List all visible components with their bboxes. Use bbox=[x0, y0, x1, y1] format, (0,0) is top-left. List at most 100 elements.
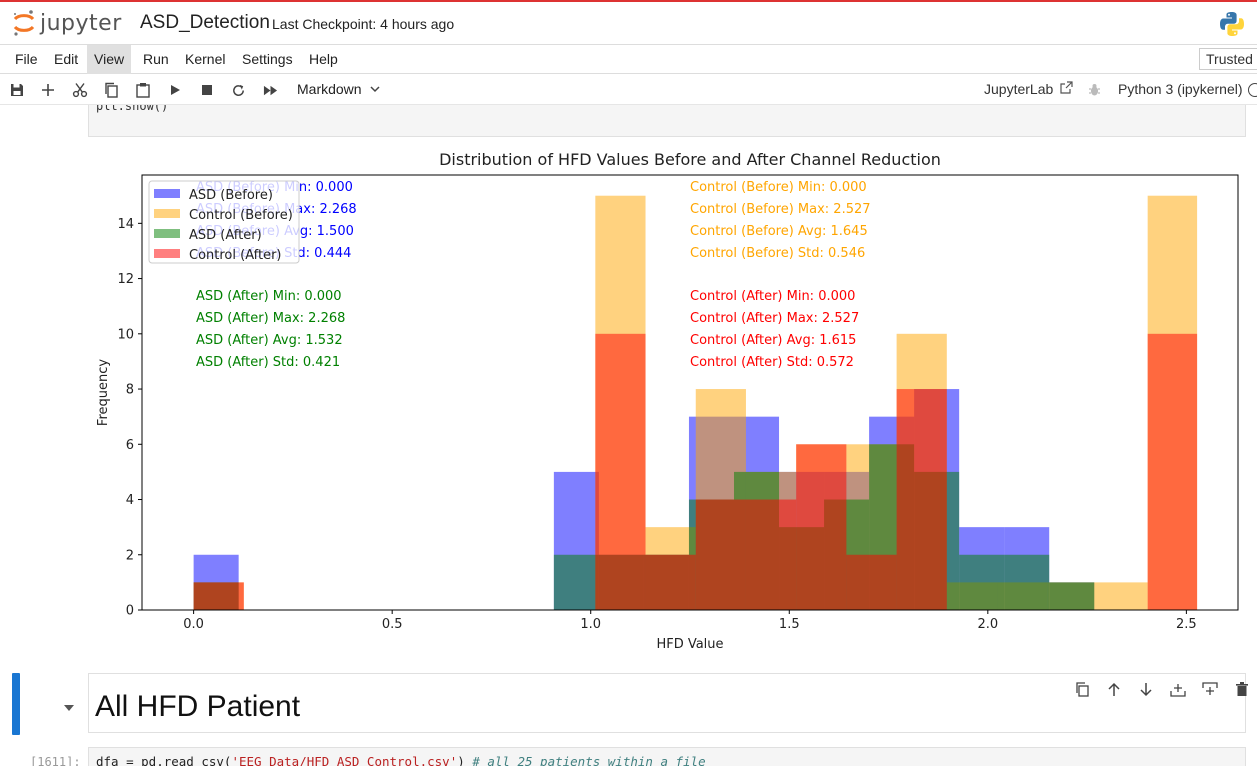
interrupt-kernel-button[interactable] bbox=[197, 80, 217, 100]
copy-cell-button[interactable] bbox=[101, 80, 121, 100]
x-tick-label: 2.0 bbox=[977, 617, 998, 632]
stat-annotation: ASD (After) Max: 2.268 bbox=[196, 311, 345, 326]
x-tick-label: 1.5 bbox=[779, 617, 800, 632]
legend-label: ASD (Before) bbox=[189, 188, 273, 203]
execution-count-prompt: [1611]: bbox=[30, 755, 81, 766]
histogram-bar-control-after bbox=[846, 554, 897, 610]
histogram-bar-control-after bbox=[1147, 333, 1198, 610]
histogram-bar-control-after bbox=[595, 333, 646, 610]
y-tick-label: 12 bbox=[117, 272, 134, 287]
menu-file[interactable]: File bbox=[15, 51, 38, 67]
jupyter-logo-icon bbox=[13, 10, 35, 36]
move-cell-up-button[interactable] bbox=[1098, 679, 1130, 699]
trusted-indicator[interactable]: Trusted bbox=[1199, 48, 1257, 70]
menu-kernel[interactable]: Kernel bbox=[185, 51, 226, 67]
y-tick-label: 14 bbox=[117, 217, 134, 232]
duplicate-cell-button[interactable] bbox=[1066, 679, 1098, 699]
notebook-toolbar: Markdown JupyterLab Python 3 (ipykernel) bbox=[0, 75, 1257, 105]
histogram-bar-control-after bbox=[695, 499, 746, 610]
insert-cell-below-button[interactable] bbox=[1194, 679, 1226, 699]
histogram-bar-control-after bbox=[193, 582, 244, 610]
copy-icon bbox=[105, 82, 118, 98]
cell-type-label: Markdown bbox=[297, 81, 362, 97]
histogram-bar-control-before bbox=[1097, 582, 1148, 610]
save-button[interactable] bbox=[7, 80, 27, 100]
checkpoint-status: Last Checkpoint: 4 hours ago bbox=[272, 16, 455, 32]
stat-annotation: Control (After) Min: 0.000 bbox=[690, 289, 855, 304]
x-tick-label: 0.5 bbox=[382, 617, 403, 632]
histogram-bar-control-after bbox=[745, 499, 797, 610]
x-tick-label: 2.5 bbox=[1176, 617, 1197, 632]
run-cell-button[interactable] bbox=[165, 80, 185, 100]
markdown-cell[interactable]: All HFD Patient bbox=[88, 673, 1246, 733]
markdown-heading: All HFD Patient bbox=[95, 690, 301, 723]
cut-cell-button[interactable] bbox=[70, 80, 90, 100]
x-tick-label: 1.0 bbox=[580, 617, 601, 632]
code-text: dfa = pd.read_csv( bbox=[96, 754, 232, 766]
notebook-title[interactable]: ASD_Detection bbox=[140, 12, 270, 33]
stat-annotation: Control (After) Avg: 1.615 bbox=[690, 333, 856, 348]
restart-run-all-button[interactable] bbox=[260, 80, 280, 100]
legend-label: ASD (After) bbox=[189, 228, 262, 243]
insert-cell-button[interactable] bbox=[38, 80, 58, 100]
histogram-bar-asd-after bbox=[1004, 554, 1050, 610]
trash-icon bbox=[1236, 681, 1248, 696]
play-icon bbox=[171, 85, 180, 95]
external-link-icon bbox=[1060, 81, 1073, 94]
y-tick-label: 6 bbox=[126, 438, 134, 453]
legend-swatch bbox=[154, 249, 180, 258]
code-tail-text: plt.show() bbox=[96, 105, 169, 113]
y-tick-label: 4 bbox=[126, 493, 134, 508]
menu-settings[interactable]: Settings bbox=[242, 51, 293, 67]
save-icon bbox=[11, 84, 23, 96]
stop-icon bbox=[202, 85, 212, 95]
legend-label: Control (After) bbox=[189, 248, 282, 263]
hfd-histogram-chart: 0.0 0.5 1.0 1.5 2.0 2.5 0 2 4 6 8 10 12 14 Distributio… bbox=[96, 150, 1239, 652]
menu-edit[interactable]: Edit bbox=[54, 51, 79, 67]
legend-box bbox=[148, 180, 300, 264]
code-string: 'EEG Data/HFD_ASD_Control.csv' bbox=[231, 754, 458, 766]
histogram-bar-asd-after bbox=[1049, 582, 1095, 610]
legend-swatch bbox=[154, 229, 180, 238]
move-cell-down-button[interactable] bbox=[1130, 679, 1162, 699]
insert-cell-above-button[interactable] bbox=[1162, 679, 1194, 699]
menu-help[interactable]: Help bbox=[309, 51, 338, 67]
legend-label: Control (Before) bbox=[189, 208, 293, 223]
code-text: ) bbox=[457, 754, 473, 766]
next-code-cell[interactable]: dfa = pd.read_csv('EEG Data/HFD_ASD_Cont… bbox=[88, 747, 1246, 766]
plot-layer: 0.0 0.5 1.0 1.5 2.0 2.5 0 2 4 6 8 10 12 14 Distributio… bbox=[96, 150, 1239, 652]
bug-icon bbox=[1088, 84, 1100, 96]
menu-run[interactable]: Run bbox=[143, 51, 169, 67]
y-tick-label: 10 bbox=[117, 327, 134, 342]
top-header: jupyter ASD_Detection Last Checkpoint: 4… bbox=[0, 0, 1257, 44]
histogram-bar-control-after bbox=[796, 444, 847, 610]
stat-annotation: Control (After) Max: 2.527 bbox=[690, 311, 859, 326]
y-tick-label: 0 bbox=[126, 604, 134, 619]
menu-view[interactable]: View bbox=[87, 45, 132, 74]
paste-cell-button[interactable] bbox=[133, 80, 153, 100]
open-in-jupyterlab-link[interactable]: JupyterLab bbox=[984, 81, 1073, 97]
y-tick-label: 8 bbox=[126, 383, 134, 398]
chevron-down-icon bbox=[370, 86, 381, 93]
chart-title: Distribution of HFD Values Before and Af… bbox=[439, 150, 941, 169]
delete-cell-button[interactable] bbox=[1226, 679, 1257, 699]
insert-above-icon bbox=[1170, 683, 1186, 697]
kernel-name[interactable]: Python 3 (ipykernel) bbox=[1118, 81, 1243, 97]
jupyterlab-label: JupyterLab bbox=[984, 81, 1054, 97]
cell-type-dropdown[interactable]: Markdown bbox=[297, 81, 381, 97]
jupyter-logo[interactable]: jupyter bbox=[12, 8, 122, 38]
caret-down-icon bbox=[64, 705, 74, 711]
stat-annotation: ASD (After) Avg: 1.532 bbox=[196, 333, 343, 348]
restart-kernel-button[interactable] bbox=[228, 80, 248, 100]
collapse-cell-button[interactable] bbox=[63, 699, 75, 717]
notebook-panel[interactable]: plt.show() 0.0 0.5 1.0 1.5 2.0 2.5 0 2 4 6 8 10 12 14… bbox=[0, 105, 1257, 766]
active-cell-marker bbox=[12, 673, 20, 735]
legend-swatch bbox=[154, 189, 180, 198]
cell-action-toolbar bbox=[1066, 679, 1257, 699]
arrow-down-icon bbox=[1140, 682, 1152, 696]
insert-below-icon bbox=[1202, 681, 1218, 695]
debugger-button[interactable] bbox=[1084, 80, 1104, 100]
previous-code-cell[interactable]: plt.show() bbox=[88, 105, 1246, 137]
plot-frame bbox=[141, 174, 1239, 611]
